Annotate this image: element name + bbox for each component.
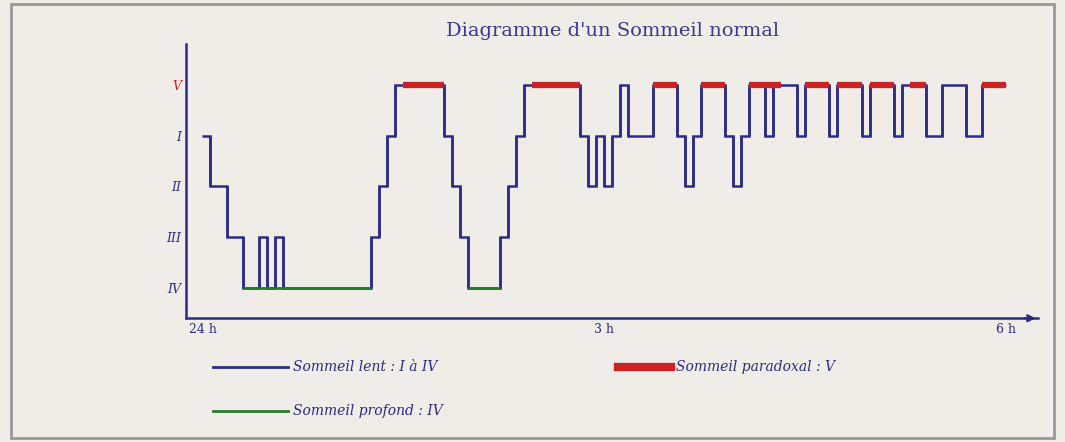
Text: Sommeil lent : I à IV: Sommeil lent : I à IV <box>293 360 438 374</box>
Text: Sommeil profond : IV: Sommeil profond : IV <box>293 404 443 418</box>
Text: Sommeil paradoxal : V: Sommeil paradoxal : V <box>676 360 835 374</box>
Title: Diagramme d'un Sommeil normal: Diagramme d'un Sommeil normal <box>446 22 779 40</box>
